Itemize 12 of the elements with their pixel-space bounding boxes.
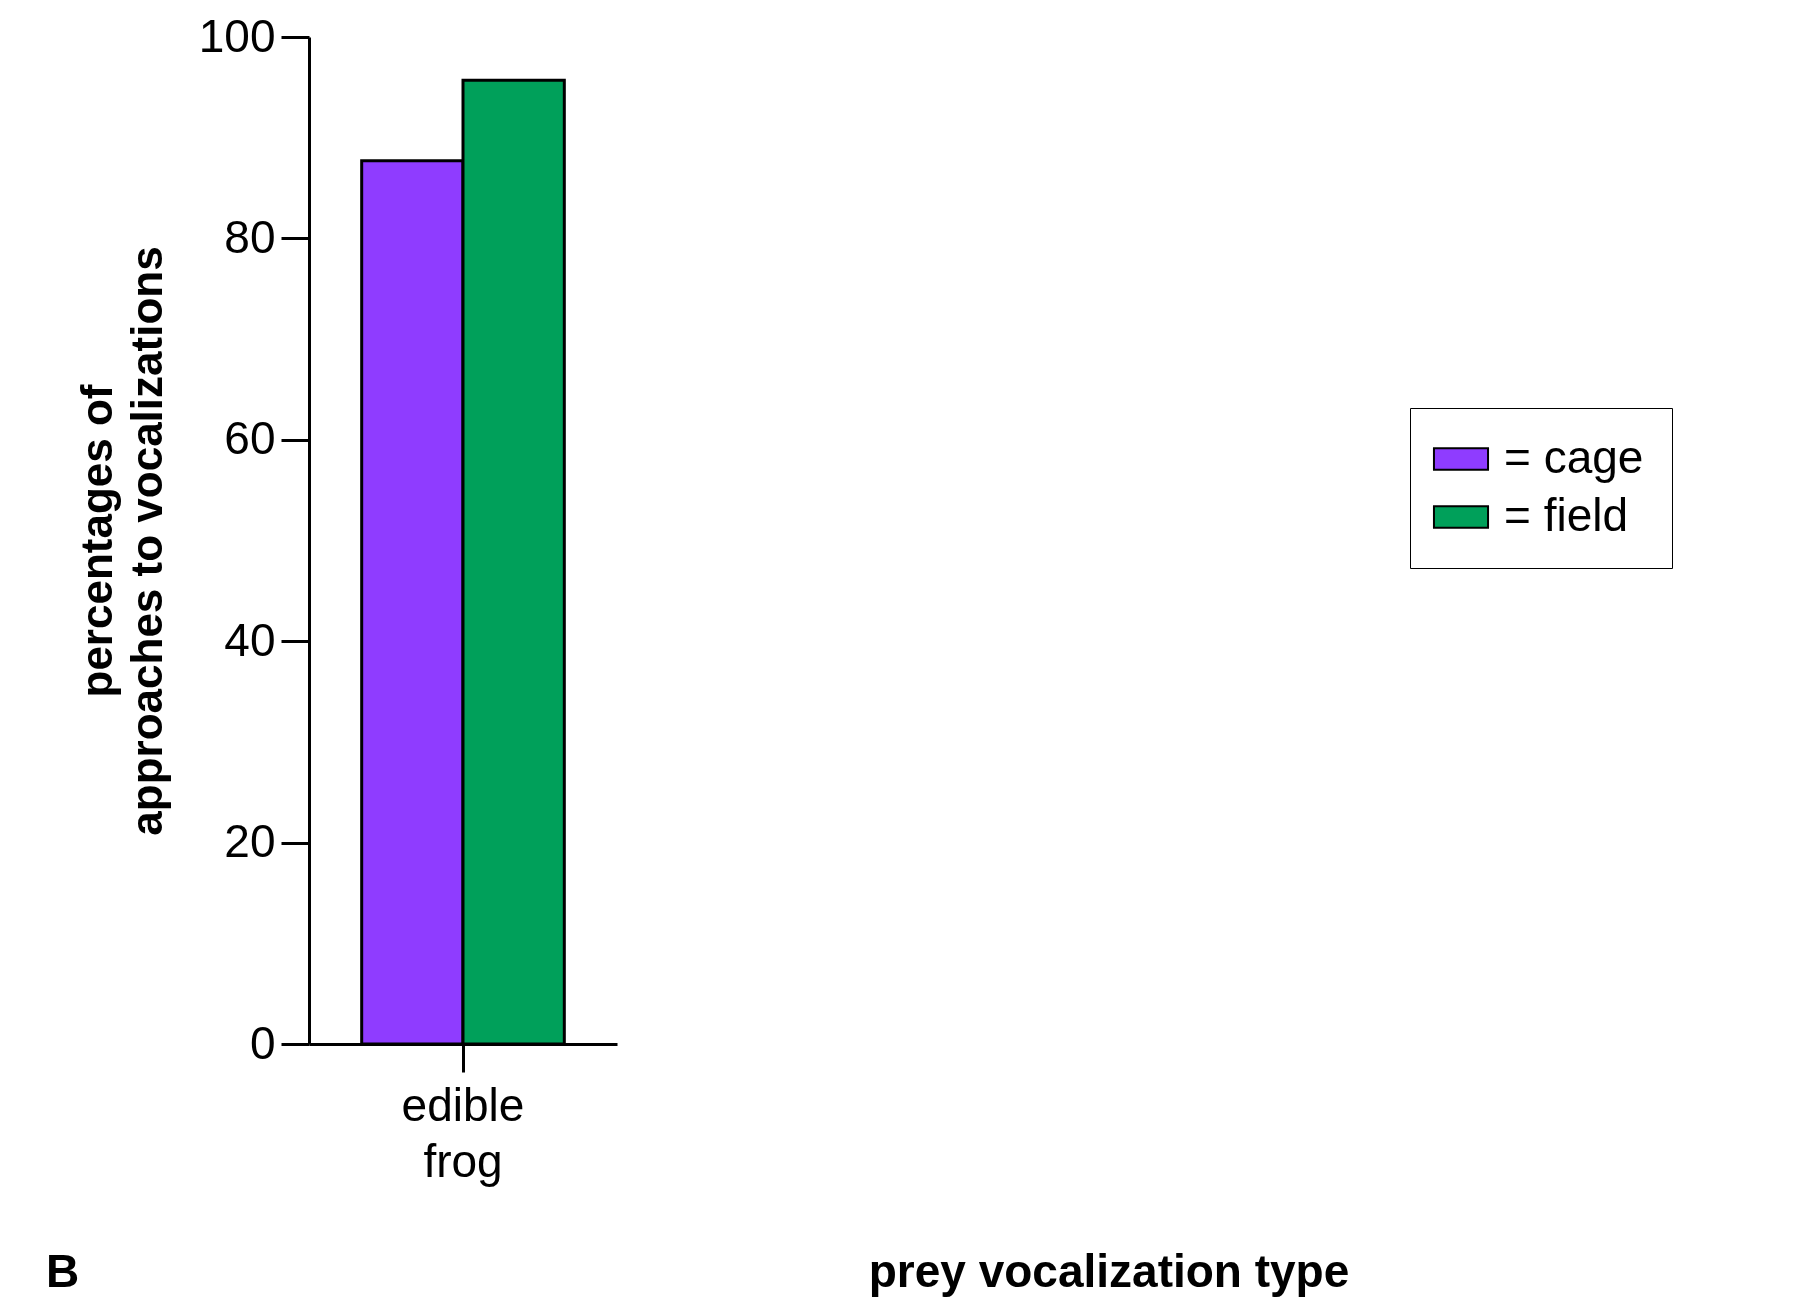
y-tick-label: 40 xyxy=(224,613,276,666)
y-tick-label: 60 xyxy=(224,412,276,465)
legend-label: = cage xyxy=(1504,431,1644,483)
y-tick-label: 20 xyxy=(224,815,276,868)
y-tick-label: 80 xyxy=(224,210,276,263)
y-axis-title: percentages of approaches to vocalizations xyxy=(71,246,171,836)
legend-label: = field xyxy=(1504,489,1629,541)
text: prey vocalization type xyxy=(868,1245,1350,1297)
x-tick-label: edible frog xyxy=(401,1078,525,1187)
y-tick-label: 100 xyxy=(198,9,276,62)
text: B xyxy=(46,1245,80,1297)
y-tick-label: 0 xyxy=(249,1016,276,1069)
